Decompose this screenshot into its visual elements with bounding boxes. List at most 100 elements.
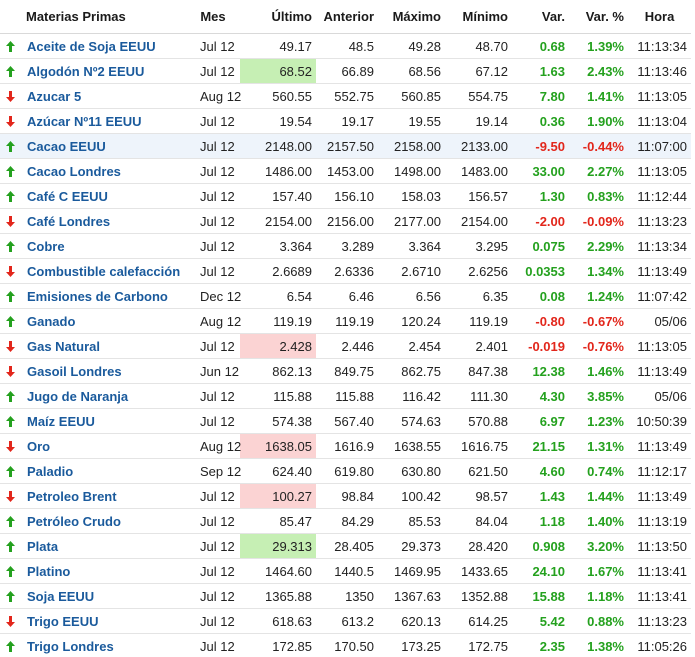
- commodity-link[interactable]: Cacao Londres: [27, 163, 121, 179]
- change-cell: 1.30: [512, 183, 569, 209]
- commodity-name-cell: Plata: [0, 533, 186, 559]
- table-row[interactable]: Gasoil Londres Jun 12 862.13 849.75 862.75 84…: [0, 358, 691, 384]
- table-row[interactable]: Ganado Aug 12 119.19 119.19 120.24 119.19 -0.8…: [0, 308, 691, 334]
- commodity-name-cell: Café Londres: [0, 208, 186, 234]
- table-row[interactable]: Café C EEUU Jul 12 157.40 156.10 158.03 156.5…: [0, 183, 691, 209]
- table-row[interactable]: Azucar 5 Aug 12 560.55 552.75 560.85 554.75 7.…: [0, 83, 691, 109]
- table-row[interactable]: Azúcar Nº11 EEUU Jul 12 19.54 19.17 19.55 19.…: [0, 108, 691, 134]
- month-cell: Jul 12: [186, 108, 240, 134]
- table-row[interactable]: Café Londres Jul 12 2154.00 2156.00 2177.00 2…: [0, 208, 691, 234]
- commodity-link[interactable]: Algodón Nº2 EEUU: [27, 63, 145, 79]
- column-header-change-pct[interactable]: Var. %: [569, 0, 628, 34]
- arrow-up-icon: [6, 465, 15, 477]
- low-price-cell: 621.50: [445, 458, 512, 484]
- column-header-time[interactable]: Hora: [628, 0, 691, 34]
- column-header-last[interactable]: Último: [240, 0, 316, 34]
- time-cell: 05/06: [628, 308, 691, 334]
- table-row[interactable]: Maíz EEUU Jul 12 574.38 567.40 574.63 570.88 6…: [0, 408, 691, 434]
- commodity-link[interactable]: Cobre: [27, 238, 65, 254]
- time-cell: 11:13:41: [628, 583, 691, 609]
- commodity-link[interactable]: Ganado: [27, 313, 76, 329]
- table-row[interactable]: Petróleo Crudo Jul 12 85.47 84.29 85.53 84.04…: [0, 508, 691, 534]
- commodity-link[interactable]: Trigo Londres: [27, 638, 114, 654]
- table-row[interactable]: Cacao EEUU Jul 12 2148.00 2157.50 2158.00 213…: [0, 133, 691, 159]
- table-row[interactable]: Combustible calefacción Jul 12 2.6689 2.633…: [0, 258, 691, 284]
- commodity-link[interactable]: Platino: [27, 563, 71, 579]
- table-row[interactable]: Emisiones de Carbono Dec 12 6.54 6.46 6.56 6.…: [0, 283, 691, 309]
- commodity-link[interactable]: Trigo EEUU: [27, 613, 99, 629]
- table-row[interactable]: Soja EEUU Jul 12 1365.88 1350 1367.63 1352.88…: [0, 583, 691, 609]
- previous-price-cell: 115.88: [316, 383, 378, 409]
- commodity-link[interactable]: Café Londres: [27, 213, 111, 229]
- table-row[interactable]: Plata Jul 12 29.313 28.405 29.373 28.420 0.908…: [0, 533, 691, 559]
- column-header-previous[interactable]: Anterior: [316, 0, 378, 34]
- table-row[interactable]: Paladio Sep 12 624.40 619.80 630.80 621.50 4.6…: [0, 458, 691, 484]
- commodity-link[interactable]: Aceite de Soja EEUU: [27, 38, 156, 54]
- arrow-up-icon: [6, 590, 15, 602]
- arrow-up-icon: [6, 540, 15, 552]
- commodity-link[interactable]: Azucar 5: [27, 88, 82, 104]
- change-pct-cell: 1.23%: [569, 408, 628, 434]
- arrow-up-icon: [6, 415, 15, 427]
- table-row[interactable]: Petroleo Brent Jul 12 100.27 98.84 100.42 98.…: [0, 483, 691, 509]
- table-row[interactable]: Trigo EEUU Jul 12 618.63 613.2 620.13 614.25 5…: [0, 608, 691, 634]
- commodity-link[interactable]: Paladio: [27, 463, 74, 479]
- arrow-down-icon: [6, 90, 15, 102]
- last-price-cell: 2148.00: [240, 133, 316, 159]
- commodity-name-cell: Algodón Nº2 EEUU: [0, 58, 186, 84]
- commodity-link[interactable]: Plata: [27, 538, 59, 554]
- last-price-cell: 1638.05: [240, 433, 316, 459]
- commodity-link[interactable]: Combustible calefacción: [27, 263, 181, 279]
- commodity-link[interactable]: Maíz EEUU: [27, 413, 95, 429]
- table-row[interactable]: Platino Jul 12 1464.60 1440.5 1469.95 1433.65…: [0, 558, 691, 584]
- change-cell: 1.43: [512, 483, 569, 509]
- month-cell: Jul 12: [186, 533, 240, 559]
- table-row[interactable]: Cacao Londres Jul 12 1486.00 1453.00 1498.00…: [0, 158, 691, 184]
- commodity-name-cell: Azucar 5: [0, 83, 186, 109]
- column-header-low[interactable]: Mínimo: [445, 0, 512, 34]
- previous-price-cell: 552.75: [316, 83, 378, 109]
- last-price-cell: 172.85: [240, 633, 316, 657]
- change-cell: 12.38: [512, 358, 569, 384]
- change-cell: 24.10: [512, 558, 569, 584]
- column-header-change[interactable]: Var.: [512, 0, 569, 34]
- high-price-cell: 2.6710: [378, 258, 445, 284]
- commodity-link[interactable]: Jugo de Naranja: [27, 388, 129, 404]
- change-cell: 1.63: [512, 58, 569, 84]
- commodity-link[interactable]: Café C EEUU: [27, 188, 108, 204]
- time-cell: 11:13:05: [628, 158, 691, 184]
- table-row[interactable]: Gas Natural Jul 12 2.428 2.446 2.454 2.401 -0.…: [0, 333, 691, 359]
- table-row[interactable]: Jugo de Naranja Jul 12 115.88 115.88 116.42 1…: [0, 383, 691, 409]
- commodity-link[interactable]: Azúcar Nº11 EEUU: [27, 113, 142, 129]
- arrow-up-icon: [6, 390, 15, 402]
- commodity-link[interactable]: Petróleo Crudo: [27, 513, 121, 529]
- previous-price-cell: 1350: [316, 583, 378, 609]
- table-row[interactable]: Oro Aug 12 1638.05 1616.9 1638.55 1616.75 21.1…: [0, 433, 691, 459]
- column-header-name[interactable]: Materias Primas: [0, 0, 186, 34]
- change-pct-cell: 2.43%: [569, 58, 628, 84]
- table-row[interactable]: Cobre Jul 12 3.364 3.289 3.364 3.295 0.075 2.29…: [0, 233, 691, 259]
- commodity-link[interactable]: Soja EEUU: [27, 588, 95, 604]
- previous-price-cell: 1453.00: [316, 158, 378, 184]
- table-row[interactable]: Algodón Nº2 EEUU Jul 12 68.52 66.89 68.56 67.…: [0, 58, 691, 84]
- commodity-link[interactable]: Cacao EEUU: [27, 138, 106, 154]
- commodity-link[interactable]: Oro: [27, 438, 51, 454]
- change-pct-cell: 3.85%: [569, 383, 628, 409]
- column-header-month[interactable]: Mes: [186, 0, 240, 34]
- header-row: Materias Primas Mes Último Anterior Máxi…: [0, 0, 691, 34]
- arrow-up-icon: [6, 165, 15, 177]
- last-price-cell: 3.364: [240, 233, 316, 259]
- last-price-cell: 29.313: [240, 533, 316, 559]
- high-price-cell: 574.63: [378, 408, 445, 434]
- table-row[interactable]: Aceite de Soja EEUU Jul 12 49.17 48.5 49.28 4…: [0, 33, 691, 59]
- commodity-link[interactable]: Gasoil Londres: [27, 363, 122, 379]
- column-header-high[interactable]: Máximo: [378, 0, 445, 34]
- table-row[interactable]: Trigo Londres Jul 12 172.85 170.50 173.25 172…: [0, 633, 691, 657]
- last-price-cell: 115.88: [240, 383, 316, 409]
- commodity-link[interactable]: Petroleo Brent: [27, 488, 117, 504]
- commodity-link[interactable]: Gas Natural: [27, 338, 100, 354]
- change-pct-cell: 1.41%: [569, 83, 628, 109]
- change-pct-cell: 1.44%: [569, 483, 628, 509]
- last-price-cell: 2154.00: [240, 208, 316, 234]
- commodity-link[interactable]: Emisiones de Carbono: [27, 288, 168, 304]
